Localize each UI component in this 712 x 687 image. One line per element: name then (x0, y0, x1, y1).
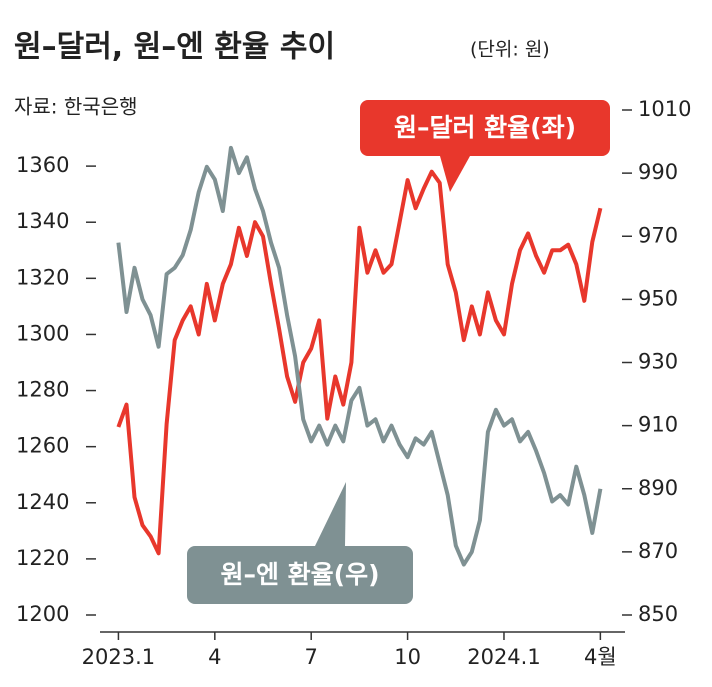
y-tick-label: 1220 (16, 546, 69, 570)
chart-title: 원–달러, 원–엔 환율 추이 (14, 30, 335, 65)
y2-tick-label: 890 (638, 476, 678, 500)
legend-label: 원–달러 환율(좌) (394, 113, 576, 142)
x-tick-label: 2023.1 (82, 645, 155, 669)
y-tick-label: 1280 (16, 378, 69, 402)
y-tick-label: 1340 (16, 209, 69, 233)
series-line (116, 145, 603, 567)
chart-subtitle: (단위: 원) (470, 39, 550, 61)
y2-tick-label: 990 (638, 160, 678, 184)
y-tick-label: 1260 (16, 434, 69, 458)
legend-box (360, 100, 610, 156)
series-line (116, 169, 603, 556)
y2-tick-label: 910 (638, 413, 678, 437)
x-tick-label: 10 (394, 645, 421, 669)
y-tick-label: 1300 (16, 321, 69, 345)
legend-pointer (440, 156, 470, 192)
y2-tick-label: 930 (638, 350, 678, 374)
y-tick-label: 1360 (16, 153, 69, 177)
y2-tick-label: 950 (638, 286, 678, 310)
legend-pointer (315, 482, 346, 546)
y-tick-label: 1240 (16, 490, 69, 514)
x-tick-label: 7 (305, 645, 318, 669)
legend-label: 원–엔 환율(우) (220, 560, 379, 589)
y2-tick-label: 870 (638, 539, 678, 563)
y2-tick-label: 850 (638, 602, 678, 626)
source: 자료: 한국은행 (14, 95, 138, 119)
y2-tick-label: 970 (638, 223, 678, 247)
y-tick-label: 1320 (16, 265, 69, 289)
legend-box (187, 546, 413, 604)
x-tick-label: 4월 (584, 645, 617, 669)
y2-tick-label: 1010 (638, 97, 691, 121)
y-tick-label: 1200 (16, 602, 69, 626)
x-tick-label: 2024.1 (467, 645, 540, 669)
x-tick-label: 4 (208, 645, 221, 669)
